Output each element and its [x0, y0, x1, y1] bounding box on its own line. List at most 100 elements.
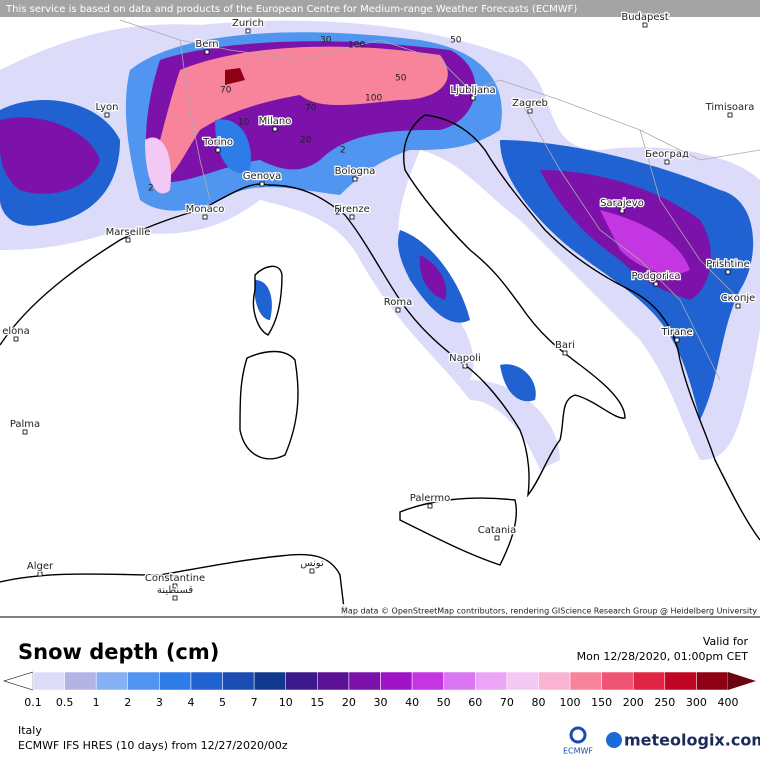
colorbar-box — [475, 671, 508, 691]
colorbar-tick-label: 4 — [187, 696, 194, 709]
colorbar-start — [2, 671, 34, 691]
city-label: Milano — [259, 116, 292, 127]
city-dot — [104, 112, 110, 118]
coastlines — [0, 114, 760, 618]
city-dot — [215, 147, 221, 153]
city-dot — [272, 126, 278, 132]
city-dot — [352, 176, 358, 182]
city-label: Palma — [10, 419, 40, 430]
city-label: Constantine — [145, 573, 205, 584]
city-label: Palermo — [410, 493, 450, 504]
city-label: Marseille — [106, 227, 151, 238]
city-label: Prishtine — [706, 259, 749, 270]
city-dot — [619, 208, 625, 214]
city-dot — [653, 281, 659, 287]
city-label: Bologna — [335, 166, 376, 177]
colorbar-tick-label: 150 — [591, 696, 612, 709]
colorbar-box — [348, 671, 381, 691]
city-label: Lyon — [95, 102, 118, 113]
city-dot — [642, 22, 648, 28]
city-label: Tirane — [660, 327, 692, 338]
snow-cover — [0, 20, 760, 470]
city-dot — [13, 336, 19, 342]
city-dot — [725, 269, 731, 275]
colorbar-tick-label: 20 — [342, 696, 356, 709]
colorbar-tick-label: 3 — [156, 696, 163, 709]
colorbar-tick-label: 100 — [560, 696, 581, 709]
city-dot — [427, 503, 433, 509]
city-label: Zurich — [232, 18, 264, 29]
colorbar-tick-label: 80 — [531, 696, 545, 709]
colorbar-tick-label: 60 — [468, 696, 482, 709]
region: Italy — [18, 724, 42, 737]
city-label: Monaco — [186, 204, 225, 215]
ecmwf-logo: ECMWF — [563, 747, 593, 756]
valid-time: Mon 12/28/2020, 01:00pm CET — [577, 650, 749, 663]
colorbar-tick-label: 40 — [405, 696, 419, 709]
city-dot — [259, 181, 265, 187]
colorbar-box — [443, 671, 476, 691]
city-label: Budapest — [621, 12, 668, 23]
colorbar-tick-label: 5 — [219, 696, 226, 709]
city-dot — [37, 571, 43, 577]
city-label: تونس — [300, 558, 324, 569]
contour-label: 2 — [148, 184, 154, 194]
colorbar-tick-label: 10 — [279, 696, 293, 709]
legend-title: Snow depth (cm) — [18, 640, 219, 664]
city-label: Београд — [645, 149, 689, 160]
brand-icon — [606, 732, 622, 748]
attribution-bg — [338, 604, 760, 617]
city-label: Roma — [384, 297, 413, 308]
city-dot — [470, 95, 476, 101]
colorbar-box — [506, 671, 539, 691]
city-label: Catania — [478, 525, 516, 536]
contour-label: 20 — [300, 136, 312, 146]
colorbar-tick-label: 400 — [718, 696, 739, 709]
contour-label: 2 — [335, 208, 341, 218]
city-label: Podgorica — [631, 271, 680, 282]
colorbar-box — [64, 671, 97, 691]
colorbar-box — [380, 671, 413, 691]
colorbar-box — [696, 671, 729, 691]
colorbar: 0.1 0.5 1 2 3 4 5 7 10 15 20 30 40 50 60 70 80 100 150 200 2… — [2, 671, 756, 709]
city-label: elona — [2, 326, 30, 337]
colorbar-box — [127, 671, 160, 691]
city-label: Torino — [202, 137, 233, 148]
colorbar-box — [32, 671, 65, 691]
city-label: Bern — [195, 39, 218, 50]
city-label: Alger — [27, 561, 54, 572]
colorbar-tick-label: 15 — [310, 696, 324, 709]
colorbar-tick-label: 250 — [654, 696, 675, 709]
model-run: ECMWF IFS HRES (10 days) from 12/27/2020… — [18, 739, 288, 752]
contour-label: 10 — [238, 118, 250, 128]
city-dot — [172, 583, 178, 589]
map — [0, 19, 760, 618]
borders — [119, 19, 760, 381]
colorbar-box — [285, 671, 318, 691]
city-dot — [245, 28, 251, 34]
colorbar-box — [664, 671, 697, 691]
city-label: Ljubljana — [450, 85, 495, 96]
colorbar-tick-label: 30 — [374, 696, 388, 709]
colorbar-box — [222, 671, 255, 691]
colorbar-tick-label: 2 — [124, 696, 131, 709]
city-label: Firenze — [334, 204, 370, 215]
credit-bar — [0, 0, 760, 17]
colorbar-tick-label: 200 — [623, 696, 644, 709]
colorbar-box — [601, 671, 634, 691]
city-dot — [674, 337, 680, 343]
colorbar-box — [569, 671, 602, 691]
city-dot — [22, 429, 28, 435]
contour-label: 50 — [450, 36, 462, 46]
city-label: Zagreb — [512, 98, 548, 109]
city-label: Genova — [243, 171, 281, 182]
colorbar-tick-label: 50 — [437, 696, 451, 709]
ecmwf-icon — [569, 726, 587, 744]
colorbar-tick-label: 1 — [93, 696, 100, 709]
colorbar-box — [253, 671, 286, 691]
city-label: Bari — [555, 340, 575, 351]
colorbar-box — [538, 671, 571, 691]
colorbar-box — [317, 671, 350, 691]
attribution: Map data © OpenStreetMap contributors, r… — [341, 607, 757, 616]
